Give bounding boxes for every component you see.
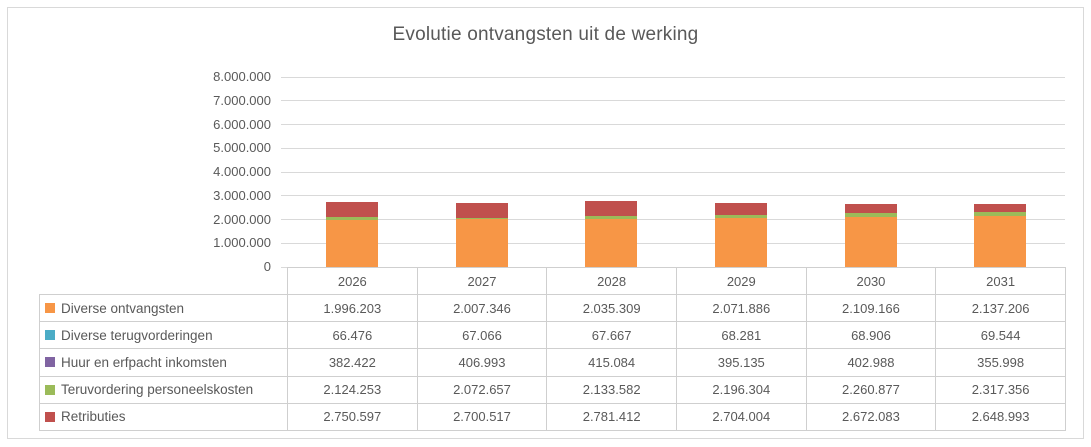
value-cell: 2.704.004 <box>675 402 807 431</box>
legend-cell: Diverse ontvangsten <box>39 293 288 323</box>
legend-entry: Huur en erfpacht inkomsten <box>41 354 287 370</box>
y-gridline <box>281 124 1065 125</box>
legend-swatch-icon <box>45 411 55 422</box>
y-axis-tick-label: 4.000.000 <box>213 164 271 179</box>
legend-swatch-icon <box>45 357 55 368</box>
bar-segment-diverse-ontvangsten[interactable] <box>585 218 638 267</box>
y-axis: 0 1.000.000 2.000.000 3.000.000 4.000.000 5.0… <box>8 8 1083 438</box>
year-header-cell: 2029 <box>675 267 807 295</box>
bar-segment-diverse-ontvangsten[interactable] <box>455 219 508 267</box>
value-cell: 2.072.657 <box>416 375 548 404</box>
y-axis-tick-label: 8.000.000 <box>213 69 271 84</box>
table-row: Diverse terugvorderingen 66.476 67.066 67.6… <box>39 321 1066 350</box>
value-cell: 2.781.412 <box>546 402 677 431</box>
data-table: 2026 2027 2028 2029 2030 2031 Diverse ontvangs… <box>39 267 1066 431</box>
value-cell: 402.988 <box>805 348 937 377</box>
value-cell: 406.993 <box>416 348 548 377</box>
value-cell: 2.750.597 <box>287 402 418 431</box>
legend-swatch-icon <box>45 384 55 395</box>
legend-label: Huur en erfpacht inkomsten <box>61 354 227 370</box>
legend-entry: Teruvordering personeelskosten <box>41 382 287 398</box>
table-row: Huur en erfpacht inkomsten 382.422 406.993… <box>39 348 1066 377</box>
legend-label: Diverse ontvangsten <box>61 300 185 316</box>
table-row: Teruvordering personeelskosten 2.124.253 2… <box>39 375 1066 404</box>
value-cell: 2.007.346 <box>416 293 548 323</box>
y-axis-tick-label: 1.000.000 <box>213 235 271 251</box>
legend-cell: Diverse terugvorderingen <box>39 321 288 350</box>
y-gridline <box>281 76 1065 78</box>
y-gridline <box>281 195 1065 197</box>
y-axis-tick-label: 2.000.000 <box>213 211 271 227</box>
value-cell: 2.317.356 <box>935 375 1066 404</box>
value-cell: 2.137.206 <box>935 293 1066 323</box>
chart-title: Evolutie ontvangsten uit de werking <box>392 24 699 45</box>
y-axis-tick-label: 3.000.000 <box>213 187 271 203</box>
legend-cell: Retributies <box>39 402 288 431</box>
value-cell: 2.672.083 <box>805 402 937 431</box>
value-cell: 67.066 <box>416 321 548 350</box>
table-header-row: 2026 2027 2028 2029 2030 2031 <box>40 267 1066 295</box>
legend-label: Teruvordering personeelskosten <box>61 382 254 398</box>
y-axis-tick-label: 7.000.000 <box>213 92 271 108</box>
data-table-region: 2026 2027 2028 2029 2030 2031 Diverse ontvangs… <box>8 8 1083 438</box>
value-cell: 2.109.166 <box>805 293 937 323</box>
y-gridline <box>281 171 1065 173</box>
value-cell: 2.196.304 <box>675 375 807 404</box>
value-cell: 2.124.253 <box>287 375 418 404</box>
bar-segment-diverse-ontvangsten[interactable] <box>325 219 378 267</box>
value-cell: 67.667 <box>546 321 677 350</box>
value-cell: 68.906 <box>805 321 937 350</box>
value-cell: 2.260.877 <box>805 375 937 404</box>
legend-swatch-icon <box>45 330 55 341</box>
year-header-cell: 2027 <box>416 267 548 295</box>
bar-segment-diverse-ontvangsten[interactable] <box>714 217 767 267</box>
value-cell: 395.135 <box>675 348 807 377</box>
legend-cell: Teruvordering personeelskosten <box>39 375 288 404</box>
year-header-cell: 2026 <box>287 267 418 295</box>
bar-segment-diverse-ontvangsten[interactable] <box>974 216 1027 267</box>
y-axis-tick-label: 5.000.000 <box>213 140 271 156</box>
value-cell: 2.133.582 <box>546 375 677 404</box>
table-row: Diverse ontvangsten 1.996.203 2.007.346 2.0… <box>39 293 1066 323</box>
table-corner-spacer <box>40 268 288 295</box>
y-gridline <box>281 219 1065 220</box>
legend-label: Retributies <box>61 409 126 425</box>
legend-label: Diverse terugvorderingen <box>61 327 213 343</box>
legend-entry: Diverse ontvangsten <box>41 300 287 316</box>
bar-segment-diverse-ontvangsten[interactable] <box>844 216 897 267</box>
y-gridline <box>281 242 1065 244</box>
year-header-cell: 2030 <box>805 267 937 295</box>
y-gridline <box>281 147 1065 149</box>
y-axis-tick-label: 0 <box>263 259 271 274</box>
y-gridline <box>281 100 1065 102</box>
value-cell: 2.648.993 <box>935 402 1066 431</box>
value-cell: 69.544 <box>935 321 1066 350</box>
table-row: Retributies 2.750.597 2.700.517 2.781.412 2.… <box>39 402 1066 431</box>
value-cell: 415.084 <box>546 348 677 377</box>
year-header-cell: 2031 <box>935 267 1066 295</box>
value-cell: 66.476 <box>287 321 418 350</box>
value-cell: 382.422 <box>287 348 418 377</box>
legend-swatch-icon <box>45 303 55 314</box>
value-cell: 1.996.203 <box>287 293 418 323</box>
value-cell: 68.281 <box>675 321 807 350</box>
value-cell: 2.071.886 <box>675 293 807 323</box>
year-header-cell: 2028 <box>546 267 677 295</box>
legend-cell: Huur en erfpacht inkomsten <box>39 348 288 377</box>
plot-area <box>8 8 1083 438</box>
chart-frame: Evolutie ontvangsten uit de werking 0 1.0… <box>7 7 1084 439</box>
value-cell: 2.700.517 <box>416 402 548 431</box>
y-axis-tick-label: 6.000.000 <box>213 116 271 132</box>
value-cell: 2.035.309 <box>546 293 677 323</box>
legend-entry: Diverse terugvorderingen <box>41 327 287 343</box>
value-cell: 355.998 <box>935 348 1066 377</box>
legend-entry: Retributies <box>41 409 287 425</box>
